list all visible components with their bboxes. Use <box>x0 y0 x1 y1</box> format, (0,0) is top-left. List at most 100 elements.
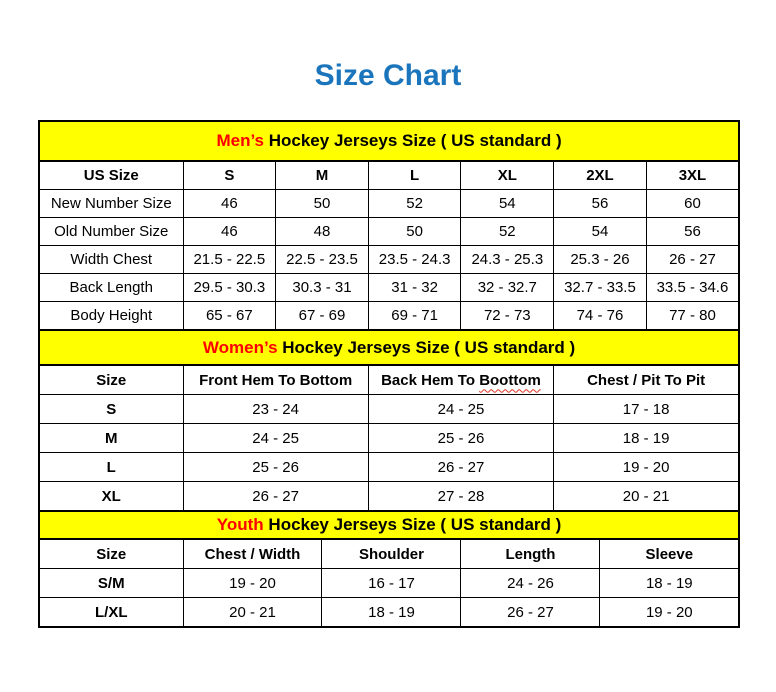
youth-band-cell: Youth Hockey Jerseys Size ( US standard … <box>38 510 740 540</box>
mens-value-cell: 21.5 - 22.5 <box>182 245 277 274</box>
mens-value-cell: 65 - 67 <box>182 301 277 331</box>
womens-header-cell: Chest / Pit To Pit <box>553 364 740 395</box>
mens-header-cell: 3XL <box>645 160 740 190</box>
womens-data-row: M 24 - 25 25 - 26 18 - 19 <box>38 423 740 453</box>
youth-row-label: S/M <box>38 568 184 598</box>
mens-section-band: Men’s Hockey Jerseys Size ( US standard … <box>38 120 740 162</box>
mens-band-cell: Men’s Hockey Jerseys Size ( US standard … <box>38 120 740 162</box>
mens-value-cell: 24.3 - 25.3 <box>460 245 555 274</box>
youth-data-row: S/M 19 - 20 16 - 17 24 - 26 18 - 19 <box>38 568 740 598</box>
youth-header-cell: Sleeve <box>599 538 740 569</box>
youth-header-cell: Size <box>38 538 184 569</box>
womens-value-cell: 18 - 19 <box>553 423 740 453</box>
mens-value-cell: 23.5 - 24.3 <box>367 245 462 274</box>
youth-band-text: Hockey Jerseys Size ( US standard ) <box>263 515 562 534</box>
womens-value-cell: 27 - 28 <box>367 481 555 512</box>
youth-value-cell: 19 - 20 <box>182 568 323 598</box>
mens-value-cell: 52 <box>460 217 555 246</box>
mens-row-label: Body Height <box>38 301 184 331</box>
womens-value-cell: 23 - 24 <box>182 394 369 424</box>
mens-value-cell: 46 <box>182 189 277 218</box>
youth-header-cell: Chest / Width <box>182 538 323 569</box>
mens-value-cell: 26 - 27 <box>645 245 740 274</box>
mens-value-cell: 46 <box>182 217 277 246</box>
womens-section-band: Women’s Hockey Jerseys Size ( US standar… <box>38 329 740 366</box>
youth-band-highlight: Youth <box>216 515 264 534</box>
womens-value-cell: 25 - 26 <box>182 452 369 482</box>
womens-band-highlight: Women’s <box>202 337 278 357</box>
mens-value-cell: 60 <box>645 189 740 218</box>
womens-value-cell: 24 - 25 <box>182 423 369 453</box>
womens-row-label: XL <box>38 481 184 512</box>
mens-value-cell: 74 - 76 <box>553 301 647 331</box>
womens-band-text: Hockey Jerseys Size ( US standard ) <box>277 337 576 357</box>
youth-value-cell: 18 - 19 <box>321 597 462 628</box>
womens-row-label: S <box>38 394 184 424</box>
mens-value-cell: 52 <box>367 189 462 218</box>
womens-value-cell: 24 - 25 <box>367 394 555 424</box>
youth-header-row: Size Chest / Width Shoulder Length Sleeve <box>38 538 740 569</box>
youth-value-cell: 26 - 27 <box>460 597 601 628</box>
mens-value-cell: 30.3 - 31 <box>275 273 369 302</box>
mens-header-cell: XL <box>460 160 555 190</box>
mens-value-cell: 56 <box>645 217 740 246</box>
mens-band-text: Hockey Jerseys Size ( US standard ) <box>264 131 562 150</box>
mens-header-cell: US Size <box>38 160 184 190</box>
womens-value-cell: 26 - 27 <box>367 452 555 482</box>
youth-section-band: Youth Hockey Jerseys Size ( US standard … <box>38 510 740 540</box>
mens-data-row: Width Chest 21.5 - 22.5 22.5 - 23.5 23.5 - … <box>38 245 740 274</box>
header-text: Back Hem To <box>381 371 480 389</box>
mens-data-row: Old Number Size 46 48 50 52 54 56 <box>38 217 740 246</box>
mens-value-cell: 48 <box>275 217 369 246</box>
mens-value-cell: 33.5 - 34.6 <box>645 273 740 302</box>
mens-value-cell: 32 - 32.7 <box>460 273 555 302</box>
mens-value-cell: 77 - 80 <box>645 301 740 331</box>
mens-header-cell: 2XL <box>553 160 647 190</box>
womens-value-cell: 20 - 21 <box>553 481 740 512</box>
mens-header-cell: M <box>275 160 369 190</box>
mens-header-cell: L <box>367 160 462 190</box>
womens-header-cell: Back Hem To Boottom <box>367 364 555 395</box>
womens-row-label: L <box>38 452 184 482</box>
womens-row-label: M <box>38 423 184 453</box>
mens-row-label: Back Length <box>38 273 184 302</box>
youth-value-cell: 16 - 17 <box>321 568 462 598</box>
mens-value-cell: 29.5 - 30.3 <box>182 273 277 302</box>
mens-value-cell: 54 <box>460 189 555 218</box>
mens-value-cell: 32.7 - 33.5 <box>553 273 647 302</box>
mens-header-cell: S <box>182 160 277 190</box>
mens-row-label: Old Number Size <box>38 217 184 246</box>
youth-value-cell: 24 - 26 <box>460 568 601 598</box>
size-chart-table: Men’s Hockey Jerseys Size ( US standard … <box>38 120 741 628</box>
womens-value-cell: 17 - 18 <box>553 394 740 424</box>
womens-value-cell: 19 - 20 <box>553 452 740 482</box>
misspelled-word: Boottom <box>479 371 541 389</box>
mens-band-highlight: Men’s <box>216 131 265 150</box>
page-title: Size Chart <box>314 59 462 92</box>
mens-value-cell: 50 <box>367 217 462 246</box>
womens-value-cell: 26 - 27 <box>182 481 369 512</box>
mens-value-cell: 25.3 - 26 <box>553 245 647 274</box>
mens-value-cell: 22.5 - 23.5 <box>275 245 369 274</box>
mens-value-cell: 56 <box>553 189 647 218</box>
mens-header-row: US Size S M L XL 2XL 3XL <box>38 160 740 190</box>
mens-data-row: Back Length 29.5 - 30.3 30.3 - 31 31 - 32 32… <box>38 273 740 302</box>
mens-value-cell: 72 - 73 <box>460 301 555 331</box>
mens-value-cell: 31 - 32 <box>367 273 462 302</box>
womens-header-cell: Front Hem To Bottom <box>182 364 369 395</box>
youth-value-cell: 19 - 20 <box>599 597 740 628</box>
womens-header-row: Size Front Hem To Bottom Back Hem To Boott… <box>38 364 740 395</box>
mens-data-row: New Number Size 46 50 52 54 56 60 <box>38 189 740 218</box>
mens-row-label: New Number Size <box>38 189 184 218</box>
mens-row-label: Width Chest <box>38 245 184 274</box>
youth-value-cell: 18 - 19 <box>599 568 740 598</box>
womens-header-cell: Size <box>38 364 184 395</box>
mens-value-cell: 54 <box>553 217 647 246</box>
mens-value-cell: 50 <box>275 189 369 218</box>
youth-header-cell: Length <box>460 538 601 569</box>
mens-value-cell: 69 - 71 <box>367 301 462 331</box>
youth-row-label: L/XL <box>38 597 184 628</box>
womens-data-row: XL 26 - 27 27 - 28 20 - 21 <box>38 481 740 512</box>
womens-data-row: L 25 - 26 26 - 27 19 - 20 <box>38 452 740 482</box>
youth-header-cell: Shoulder <box>321 538 462 569</box>
